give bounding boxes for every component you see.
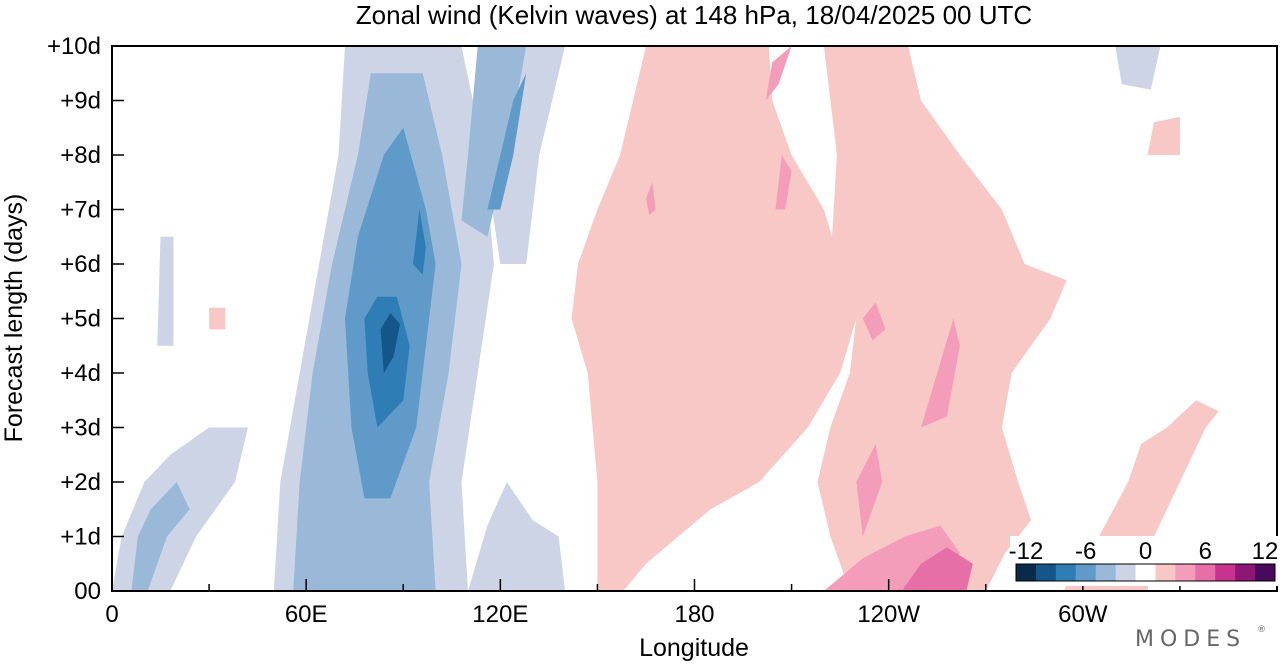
x-tick-label: 180 — [674, 601, 714, 628]
y-tick-label: +4d — [60, 360, 101, 387]
x-axis-label: Longitude — [639, 634, 749, 662]
colorbar-tick-label: -6 — [1075, 538, 1096, 565]
colorbar-swatch — [1255, 564, 1276, 581]
contour-fill — [112, 46, 1219, 591]
contour-easterly-core-north — [413, 209, 426, 275]
y-tick-label: +10d — [47, 33, 101, 60]
x-tick-label: 60W — [1058, 601, 1108, 628]
colorbar-swatch — [1055, 564, 1077, 581]
y-tick-label: +6d — [60, 251, 101, 278]
y-axis-label: Forecast length (days) — [0, 194, 28, 443]
contour-westerly-moderate-3 — [856, 443, 883, 537]
registered-mark-icon: ® — [1257, 625, 1266, 635]
contour-westerly-moderate-7 — [862, 302, 886, 341]
colorbar-swatch — [1035, 564, 1057, 581]
contour-westerly-east — [817, 46, 1067, 591]
colorbar-swatch — [1235, 564, 1256, 581]
contour-easterly-strip-low — [468, 482, 566, 591]
colorbar-swatch — [1115, 564, 1137, 581]
contour-easterly-patch-west — [157, 236, 174, 346]
colorbar-swatch — [1095, 564, 1117, 581]
x-tick-label: 0 — [105, 601, 118, 628]
y-tick-label: +7d — [60, 197, 101, 224]
modes-brand-label: MODES — [1135, 627, 1246, 652]
contour-westerly-patch-2 — [209, 307, 226, 330]
colorbar-swatch — [1016, 564, 1037, 581]
contour-easterly-strong-east — [487, 73, 527, 210]
contour-easterly-patch-far-east — [1115, 46, 1161, 90]
colorbar-tick-label: 0 — [1139, 538, 1152, 565]
contour-westerly-moderate-5 — [765, 46, 792, 101]
x-tick-label: 60E — [285, 601, 328, 628]
y-tick-label: +9d — [60, 88, 101, 115]
contour-easterly-mid-west — [131, 482, 190, 591]
y-tick-label: +5d — [60, 306, 101, 333]
contour-westerly-wide — [571, 46, 857, 591]
y-axis: 00 +1d +2d +3d +4d +5d +6d +7d +8d +9d +10d — [47, 33, 124, 605]
x-tick-label: 120W — [857, 601, 920, 628]
y-tick-label: +2d — [60, 469, 101, 496]
colorbar-frame — [1015, 563, 1276, 582]
y-tick-label: 00 — [74, 578, 101, 605]
y-tick-label: +3d — [60, 415, 101, 442]
colorbar-tick-label: -12 — [1009, 538, 1044, 565]
contour-easterly-mid-east — [461, 46, 527, 237]
y-tick-label: +1d — [60, 524, 101, 551]
x-axis: 0 60E 120E 180 120W 60W — [105, 579, 1278, 628]
colorbar-swatch — [1155, 564, 1176, 581]
contour-westerly-moderate-6 — [646, 182, 656, 215]
colorbar-tick-label: 12 — [1252, 538, 1279, 565]
contour-westerly-moderate-4 — [775, 155, 792, 210]
colorbar-swatch — [1075, 564, 1097, 581]
x-tick-label: 120E — [472, 601, 528, 628]
contour-westerly-patch-1 — [1147, 116, 1180, 155]
contour-westerly-moderate-2 — [921, 318, 960, 428]
contour-easterly-darkest — [380, 313, 400, 373]
contour-westerly-strong — [901, 547, 973, 591]
colorbar-swatch — [1175, 564, 1196, 581]
colorbar-swatch — [1195, 564, 1216, 581]
chart-title: Zonal wind (Kelvin waves) at 148 hPa, 18… — [356, 0, 1032, 30]
colorbar: -12 -6 0 6 12 — [1009, 536, 1280, 586]
colorbar-swatch — [1215, 564, 1236, 581]
colorbar-swatch — [1135, 564, 1156, 581]
y-tick-label: +8d — [60, 142, 101, 169]
colorbar-tick-label: 6 — [1199, 538, 1212, 565]
